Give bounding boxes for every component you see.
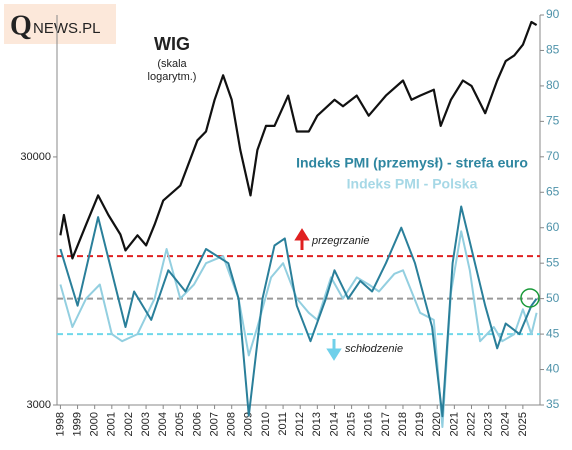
series-line bbox=[59, 20, 538, 260]
logo-box bbox=[4, 4, 116, 44]
y2-tick-label: 70 bbox=[546, 149, 560, 163]
x-tick-label: 2024 bbox=[500, 412, 512, 436]
y2-tick-label: 55 bbox=[546, 255, 560, 269]
x-tick-label: 2003 bbox=[140, 412, 152, 436]
x-tick-label: 2008 bbox=[226, 412, 238, 436]
x-tick-label: 2022 bbox=[465, 412, 477, 436]
logo-mark: Q bbox=[10, 10, 32, 41]
y-tick-label: 30000 bbox=[20, 151, 51, 163]
x-tick-label: 2000 bbox=[89, 412, 101, 436]
series-line bbox=[59, 230, 538, 428]
y2-tick-label: 75 bbox=[546, 114, 560, 128]
x-tick-label: 2023 bbox=[483, 412, 495, 436]
legend-pmi-ez: Indeks PMI (przemysł) - strefa euro bbox=[296, 155, 528, 171]
y2-tick-label: 40 bbox=[546, 362, 560, 376]
x-tick-label: 2005 bbox=[174, 412, 186, 436]
x-tick-label: 2017 bbox=[380, 412, 392, 436]
x-tick-label: 2012 bbox=[294, 412, 306, 436]
arrow-down bbox=[326, 339, 342, 361]
x-tick-label: 2009 bbox=[243, 412, 255, 436]
x-tick-label: 2015 bbox=[346, 412, 358, 436]
wig-note: logarytm.) bbox=[148, 71, 197, 83]
x-tick-label: 2010 bbox=[260, 412, 272, 436]
x-tick-label: 2019 bbox=[414, 412, 426, 436]
logo-text: NEWS.PL bbox=[33, 20, 101, 37]
y2-tick-label: 60 bbox=[546, 220, 560, 234]
y2-tick-label: 50 bbox=[546, 291, 560, 305]
annotation: schłodzenie bbox=[345, 343, 403, 355]
x-tick-label: 2020 bbox=[431, 412, 443, 436]
highlight-circle bbox=[520, 288, 540, 308]
arrow-up bbox=[294, 228, 310, 250]
y-tick-label: 3000 bbox=[27, 399, 51, 411]
y2-tick-label: 45 bbox=[546, 326, 560, 340]
wig-note: (skala bbox=[157, 58, 187, 70]
series-line bbox=[59, 205, 538, 418]
x-tick-label: 2025 bbox=[517, 412, 529, 436]
x-tick-label: 2016 bbox=[363, 412, 375, 436]
y2-tick-label: 35 bbox=[546, 397, 560, 411]
x-tick-label: 2004 bbox=[157, 412, 169, 436]
x-tick-label: 2021 bbox=[448, 412, 460, 436]
x-tick-label: 2014 bbox=[328, 412, 340, 436]
x-tick-label: 1998 bbox=[54, 412, 66, 436]
x-tick-label: 2001 bbox=[106, 412, 118, 436]
x-tick-label: 2011 bbox=[277, 412, 289, 436]
x-tick-label: 2018 bbox=[397, 412, 409, 436]
y2-tick-label: 80 bbox=[546, 78, 560, 92]
x-tick-label: 2007 bbox=[208, 412, 220, 436]
y2-tick-label: 90 bbox=[546, 7, 560, 21]
x-tick-label: 2013 bbox=[311, 412, 323, 436]
legend-pmi-pl: Indeks PMI - Polska bbox=[347, 176, 478, 192]
x-tick-label: 2006 bbox=[191, 412, 203, 436]
y2-tick-label: 65 bbox=[546, 184, 560, 198]
annotation: przegrzanie bbox=[311, 235, 369, 247]
wig-label: WIG bbox=[154, 34, 190, 54]
y2-tick-label: 85 bbox=[546, 43, 560, 57]
x-tick-label: 1999 bbox=[71, 412, 83, 436]
x-tick-label: 2002 bbox=[123, 412, 135, 436]
